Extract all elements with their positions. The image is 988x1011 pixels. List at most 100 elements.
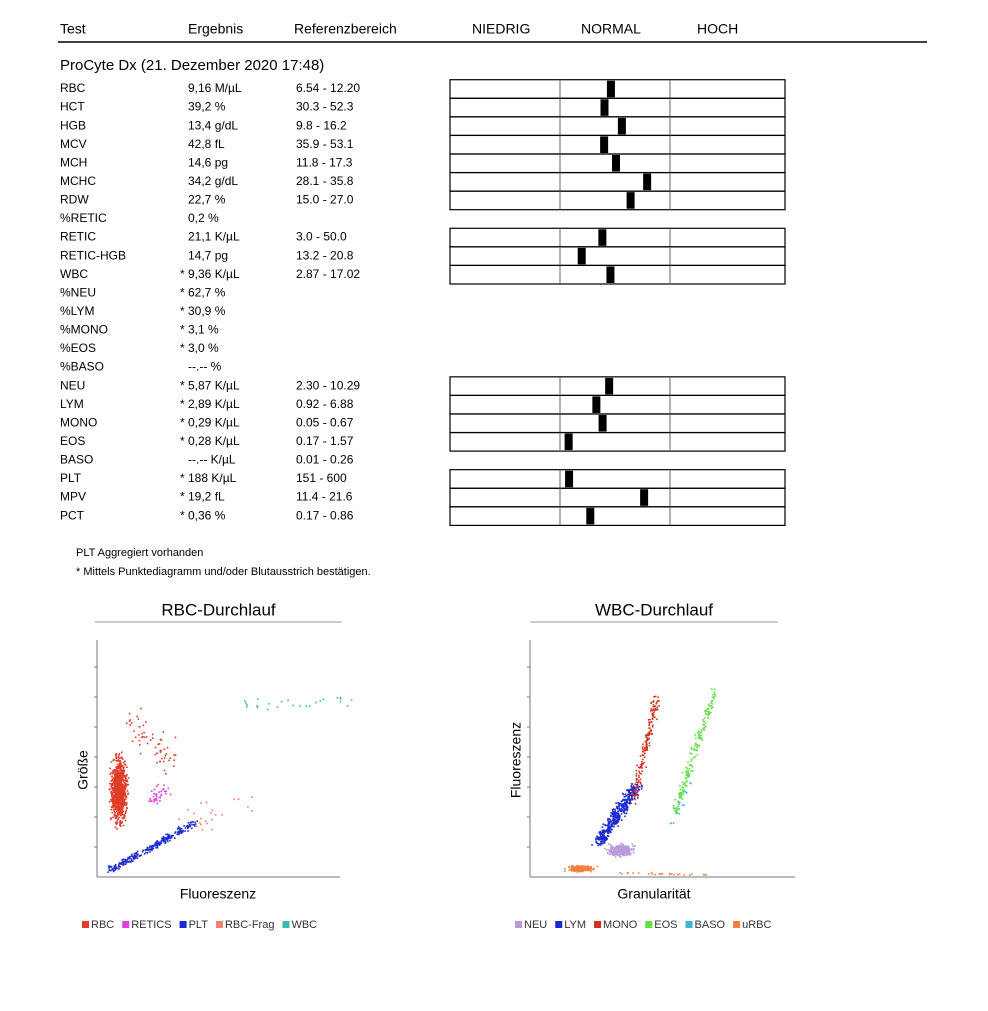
scatter-dot: [631, 843, 633, 845]
scatter-dot: [632, 793, 634, 795]
result-marker: [643, 173, 652, 191]
scatter-dot: [706, 708, 709, 711]
scatter-dot: [603, 830, 605, 833]
scatter-dot: [123, 791, 125, 793]
test-name: RDW: [60, 193, 89, 207]
scatter-dot: [122, 775, 124, 778]
scatter-dot: [610, 820, 612, 822]
scatter-dot: [126, 773, 128, 776]
scatter-dot: [651, 712, 654, 715]
test-name: NEU: [60, 378, 85, 392]
scatter-dot: [643, 749, 645, 751]
scatter-dot: [122, 789, 124, 792]
scatter-dot: [336, 696, 339, 699]
scatter-dot: [654, 695, 657, 698]
scatter-dot: [120, 780, 123, 783]
scatter-dot: [148, 800, 150, 802]
scatter-dot: [611, 813, 614, 815]
scatter-dot: [605, 836, 607, 839]
scatter-dot: [121, 813, 124, 816]
legend-label: RBC-Frag: [225, 919, 275, 931]
scatter-dot: [634, 783, 636, 785]
scatter-dot: [171, 834, 173, 837]
scatter-dot: [607, 820, 610, 823]
scatter-dot: [688, 768, 691, 770]
scatter-dot: [112, 803, 115, 805]
scatter-dot: [693, 747, 696, 750]
scatter-dot: [120, 784, 123, 787]
scatter-dot: [652, 703, 655, 706]
scatter-dot: [643, 746, 646, 749]
scatter-dot: [159, 738, 162, 741]
scatter-dot: [622, 845, 624, 847]
scatter-dot: [164, 754, 167, 757]
scatter-dot: [603, 840, 606, 842]
legend-label: BASO: [695, 919, 726, 931]
scatter-dot: [650, 730, 653, 732]
scatter-dot: [600, 842, 602, 845]
scatter-dot: [110, 772, 112, 774]
scatter-dot: [116, 815, 119, 817]
scatter-dot: [187, 830, 189, 832]
scatter-dot: [587, 869, 589, 872]
scatter-dot: [617, 845, 619, 848]
scatter-dot: [127, 783, 129, 786]
scatter-dot: [602, 833, 604, 836]
scatter-dot: [178, 832, 181, 835]
scatter-dot: [112, 869, 115, 871]
scatter-dot: [601, 826, 604, 828]
legend-swatch: [645, 921, 653, 928]
scatter-dot: [113, 781, 115, 784]
scatter-dot: [576, 864, 578, 867]
scatter-dot: [620, 804, 622, 806]
scatter-dot: [631, 848, 633, 850]
scatter-dot: [607, 824, 610, 826]
scatter-dot: [119, 764, 122, 767]
scatter-dot: [618, 804, 621, 806]
scatter-dot: [584, 867, 586, 869]
scatter-dot: [115, 774, 117, 776]
scatter-dot: [698, 735, 700, 737]
scatter-dot: [711, 703, 714, 705]
scatter-dot: [133, 730, 135, 732]
scatter-dot: [116, 793, 118, 795]
scatter-dot: [123, 779, 125, 781]
scatter-dot: [111, 797, 114, 799]
scatter-dot: [571, 868, 574, 870]
scatter-dot: [126, 779, 129, 782]
legend-label: uRBC: [742, 919, 771, 931]
scatter-dot: [575, 869, 577, 872]
scatter-dot: [117, 773, 119, 775]
scatter-dot: [623, 849, 625, 852]
scatter-dot: [118, 802, 121, 805]
scatter-dot: [164, 842, 166, 845]
scatter-dot: [121, 777, 124, 779]
scatter-dot: [622, 851, 624, 853]
scatter-dot: [138, 855, 141, 857]
scatter-dot: [671, 873, 673, 875]
scatter-dot: [615, 852, 618, 855]
scatter-dot: [605, 839, 608, 841]
scatter-dot: [113, 770, 116, 773]
scatter-dot: [626, 809, 628, 812]
scatter-dot: [115, 790, 117, 793]
scatter-dot: [630, 788, 632, 790]
scatter-dot: [111, 778, 113, 781]
scatter-dot: [308, 705, 311, 707]
scatter-dot: [613, 811, 616, 814]
scatter-dot: [128, 856, 131, 859]
scatter-dot: [131, 740, 134, 743]
scatter-dot: [649, 730, 652, 732]
scatter-dot: [109, 818, 112, 821]
range: 11.8 - 17.3: [296, 155, 353, 169]
scatter-dot: [114, 793, 117, 796]
scatter-dot: [580, 865, 583, 868]
scatter-dot: [680, 794, 683, 796]
scatter-dot: [623, 812, 626, 814]
scatter-dot: [681, 798, 684, 800]
scatter-dot: [115, 823, 118, 826]
scatter-dot: [245, 706, 248, 708]
scatter-dot: [612, 854, 614, 857]
scatter-dot: [637, 766, 640, 769]
scatter-dot: [711, 700, 713, 702]
